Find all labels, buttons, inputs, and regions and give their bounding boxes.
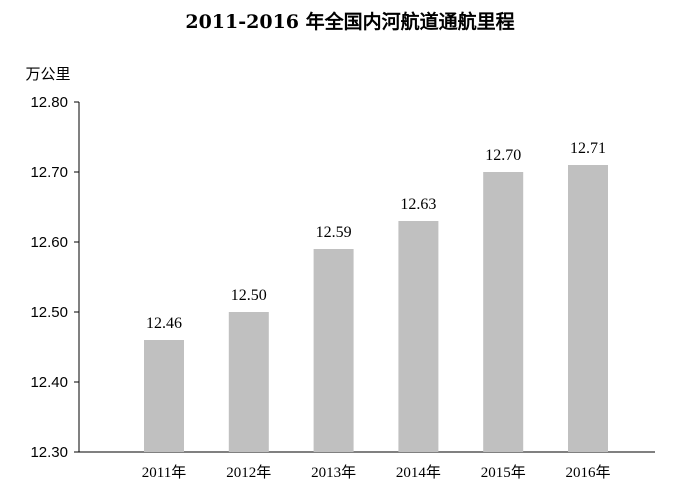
bar-value-label: 12.70 [485,147,521,164]
y-tick-label: 12.40 [30,374,68,391]
y-tick-label: 12.60 [30,234,68,251]
chart-title: 2011-2016 年全国内河航道通航里程 [185,10,514,33]
bar-value-label: 12.46 [146,315,182,332]
y-axis-unit-label: 万公里 [25,65,70,83]
x-category-label: 2011年 [142,464,186,481]
bar-value-label: 12.71 [570,140,606,157]
x-category-label: 2015年 [481,464,526,481]
bar [483,172,524,452]
bars [144,165,608,452]
bar [144,340,184,452]
x-category-label: 2014年 [396,464,441,481]
x-category-label: 2016年 [565,464,610,481]
y-tick-label: 12.30 [30,444,68,461]
bar-value-label: 12.63 [400,196,436,213]
bar-value-label: 12.59 [316,224,352,241]
x-category-label: 2013年 [311,464,356,481]
bar [313,249,354,452]
x-category-label: 2012年 [226,464,271,481]
x-axis-categories: 2011年 2012年 2013年 2014年 2015年 2016年 [142,464,611,481]
data-labels: 12.46 12.50 12.59 12.63 12.70 12.71 [146,140,606,332]
y-tick-label: 12.50 [30,304,68,321]
bar-value-label: 12.50 [231,287,267,304]
bar [398,221,439,452]
y-tick-label: 12.80 [30,94,68,111]
bar [228,312,269,452]
y-axis-ticks: 12.30 12.40 12.50 12.60 12.70 12.80 [30,94,79,461]
y-tick-label: 12.70 [30,164,68,181]
bar [568,165,608,452]
